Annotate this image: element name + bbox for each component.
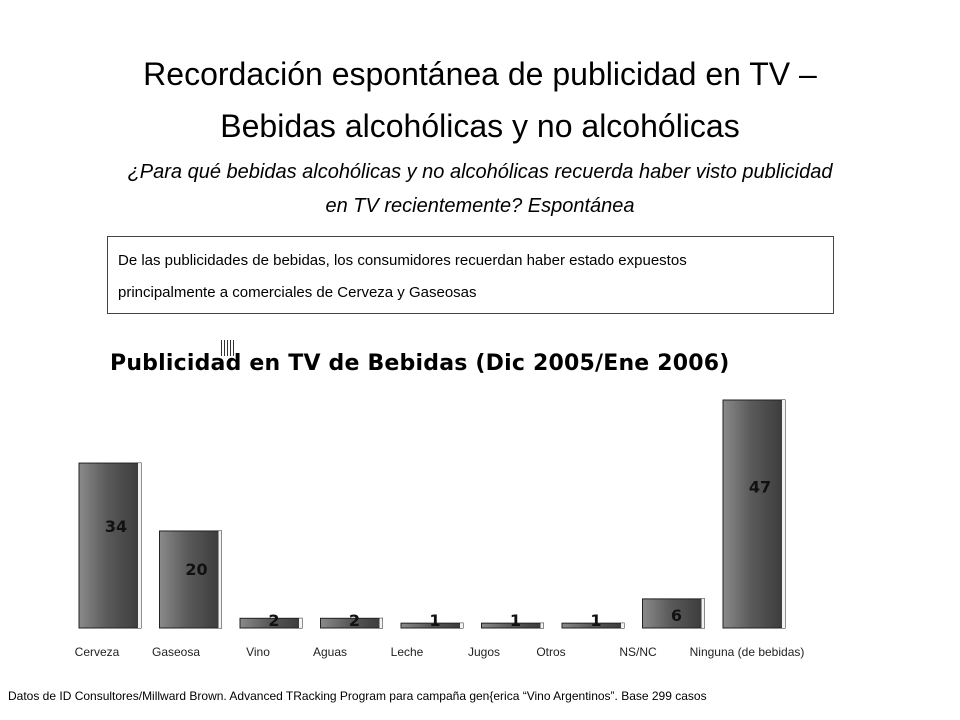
bar-edge-highlight <box>621 623 624 628</box>
bar-edge-highlight <box>460 623 463 628</box>
category-label: Jugos <box>468 645 500 659</box>
bar-edge-highlight <box>138 463 141 628</box>
bar-value-label: 20 <box>185 560 207 579</box>
bar-edge-highlight <box>782 400 785 628</box>
callout-line-1: De las publicidades de bebidas, los cons… <box>118 252 687 269</box>
slide-title: Recordación espontánea de publicidad en … <box>40 48 920 152</box>
bar-edge-highlight <box>299 618 302 628</box>
callout-line-2: principalmente a comerciales de Cerveza … <box>118 284 477 301</box>
category-label: Vino <box>246 645 270 659</box>
bar-cerveza <box>78 462 142 629</box>
category-label: Cerveza <box>75 645 120 659</box>
chart-title: Publicidad en TV de Bebidas (Dic 2005/En… <box>110 351 730 376</box>
source-footnote: Datos de ID Consultores/Millward Brown. … <box>8 689 707 703</box>
bar-value-label: 34 <box>105 517 127 536</box>
title-line-2: Bebidas alcohólicas y no alcohólicas <box>220 108 740 144</box>
category-label: Aguas <box>313 645 347 659</box>
bar-value-label: 2 <box>349 611 360 630</box>
bar-edge-highlight <box>540 623 544 628</box>
question-line-1: ¿Para qué bebidas alcohólicas y no alcoh… <box>127 161 833 183</box>
bar-value-label: 2 <box>268 611 279 630</box>
bars-group: 34 Cerveza 20 Gaseosa 2 Vino 2 Aguas 1 Leche 1 Jugo… <box>75 399 805 659</box>
category-label: Leche <box>391 645 424 659</box>
category-label: Gaseosa <box>152 645 200 659</box>
category-label: NS/NC <box>619 645 657 659</box>
bar-ninguna-de-bebidas- <box>722 399 786 629</box>
bar-value-label: 47 <box>749 477 771 496</box>
bar-value-label: 6 <box>671 606 682 625</box>
bar-edge-highlight <box>218 530 222 628</box>
category-label: Otros <box>536 645 565 659</box>
question-line-2: en TV recientemente? Espontánea <box>325 195 635 217</box>
bar-value-label: 1 <box>510 611 521 630</box>
bar-gaseosa <box>159 530 222 629</box>
decorative-marker <box>221 340 235 356</box>
summary-callout-box: De las publicidades de bebidas, los cons… <box>107 236 834 314</box>
bar-value-label: 1 <box>429 611 440 630</box>
bar-chart: 34 Cerveza 20 Gaseosa 2 Vino 2 Aguas 1 Leche 1 Jugo… <box>75 399 805 659</box>
category-label: Ninguna (de bebidas) <box>690 645 805 659</box>
title-line-1: Recordación espontánea de publicidad en … <box>143 56 817 92</box>
bar-edge-highlight <box>379 618 383 628</box>
bar-edge-highlight <box>701 598 705 628</box>
survey-question: ¿Para qué bebidas alcohólicas y no alcoh… <box>40 155 920 223</box>
bar-value-label: 1 <box>590 611 601 630</box>
